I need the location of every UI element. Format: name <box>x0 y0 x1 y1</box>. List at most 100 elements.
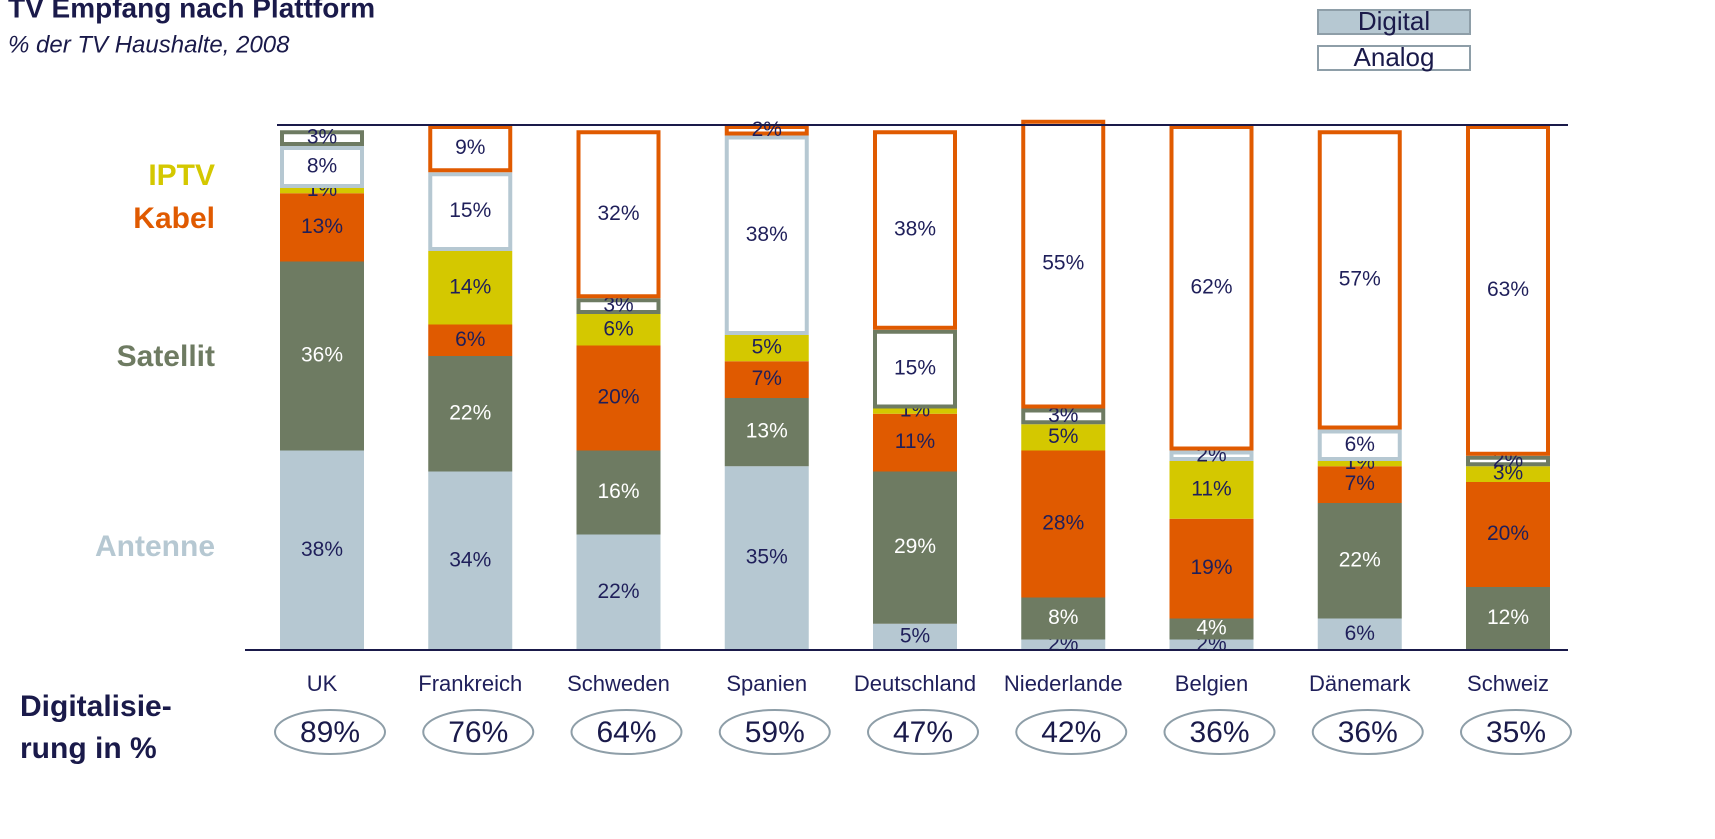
digital-segment <box>873 623 957 650</box>
digitalization-label: 64% <box>596 716 656 749</box>
segment-label: 36% <box>301 344 343 367</box>
digitalization-label: 35% <box>1486 716 1546 749</box>
digitalization-label: 59% <box>745 716 805 749</box>
analog-segment <box>1317 429 1402 461</box>
segment-label: 63% <box>1487 278 1529 301</box>
x-tick-label: Deutschland <box>854 671 976 696</box>
segment-label: 5% <box>900 624 930 647</box>
digitalization-oval <box>1015 709 1128 755</box>
digital-segment <box>1317 466 1402 503</box>
segment-label: 3% <box>603 294 633 317</box>
analog-segment <box>280 146 364 188</box>
analog-segment <box>1466 455 1550 467</box>
segment-label: 32% <box>597 202 639 225</box>
segment-label: 57% <box>1339 267 1381 290</box>
digitalization-oval <box>422 709 535 755</box>
digitalization-label: 47% <box>893 716 953 749</box>
segment-label: 38% <box>301 538 343 561</box>
x-tick-label: UK <box>307 671 338 696</box>
segment-label: 8% <box>1048 606 1078 629</box>
x-tick-label: Belgien <box>1175 671 1248 696</box>
segment-label: 3% <box>1493 462 1523 485</box>
digital-segment <box>1021 639 1106 650</box>
digitalization-oval <box>274 709 386 755</box>
chart-subtitle: % der TV Haushalte, 2008 <box>8 31 290 58</box>
digital-segment <box>1466 587 1550 650</box>
analog-segment <box>428 125 513 173</box>
digital-segment <box>428 356 513 472</box>
digitalization-title: Digitalisie- <box>20 690 172 723</box>
platform-label: IPTV <box>148 159 215 192</box>
digitalization-label: 36% <box>1189 716 1249 749</box>
digital-segment <box>873 413 957 472</box>
platform-label: Kabel <box>133 202 215 235</box>
digital-segment <box>576 345 661 451</box>
digital-segment <box>1021 450 1106 598</box>
segment-label: 6% <box>603 317 633 340</box>
digital-segment <box>724 335 809 362</box>
segment-label: 22% <box>449 401 491 424</box>
digital-segment <box>873 408 957 414</box>
digital-segment <box>1169 639 1254 650</box>
digital-segment <box>873 471 957 624</box>
digital-segment <box>1021 597 1106 640</box>
analog-segment <box>1466 125 1550 456</box>
digitalization-label: 36% <box>1338 716 1398 749</box>
analog-segment <box>1021 408 1106 425</box>
platform-label: Antenne <box>95 530 215 563</box>
digitalization-label: 76% <box>448 716 508 749</box>
digitalization-title: rung in % <box>20 732 157 765</box>
segment-label: 3% <box>1048 404 1078 427</box>
digital-segment <box>1169 461 1254 519</box>
digitalization-label: 89% <box>300 716 360 749</box>
digital-segment <box>1317 618 1402 650</box>
digitalization-oval <box>1163 709 1276 755</box>
segment-label: 29% <box>894 535 936 558</box>
x-tick-label: Spanien <box>726 671 807 696</box>
segment-label: 3% <box>307 126 337 149</box>
segment-label: 9% <box>455 136 485 159</box>
platform-label: Satellit <box>117 340 215 373</box>
segment-label: 15% <box>449 199 491 222</box>
segment-label: 13% <box>746 420 788 443</box>
digital-segment <box>428 471 513 650</box>
segment-label: 38% <box>894 218 936 241</box>
digital-segment <box>280 261 364 451</box>
digital-segment <box>576 314 661 346</box>
segment-label: 35% <box>746 546 788 569</box>
segment-label: 2% <box>752 118 782 141</box>
segment-label: 6% <box>1345 433 1375 456</box>
segment-label: 7% <box>752 367 782 390</box>
analog-segment <box>428 172 513 251</box>
segment-label: 38% <box>746 223 788 246</box>
digitalization-oval <box>718 709 831 755</box>
digital-segment <box>428 251 513 325</box>
segment-label: 11% <box>1191 477 1231 500</box>
segment-label: 5% <box>752 336 782 359</box>
digitalization-label: 42% <box>1041 716 1101 749</box>
legend-digital-swatch <box>1317 9 1471 35</box>
analog-segment <box>1317 130 1402 430</box>
chart-title: TV Empfang nach Plattform <box>8 0 375 23</box>
segment-label: 11% <box>895 430 935 453</box>
segment-label: 20% <box>1487 522 1529 545</box>
segment-label: 28% <box>1042 512 1084 535</box>
digital-segment <box>1466 482 1550 587</box>
segment-label: 6% <box>1345 622 1375 645</box>
segment-label: 22% <box>597 580 639 603</box>
legend-analog-swatch <box>1317 45 1471 71</box>
segment-label: 4% <box>1196 617 1226 640</box>
digitalization-oval <box>1311 709 1424 755</box>
digital-segment <box>724 466 809 650</box>
segment-label: 15% <box>894 357 936 380</box>
digitalization-oval <box>570 709 683 755</box>
analog-segment <box>576 130 661 299</box>
segment-label: 20% <box>597 386 639 409</box>
x-tick-label: Dänemark <box>1309 671 1411 696</box>
digital-segment <box>280 450 364 650</box>
segment-label: 34% <box>449 548 491 571</box>
digital-segment <box>724 361 809 398</box>
digital-segment <box>1169 618 1254 640</box>
segment-label: 5% <box>1048 425 1078 448</box>
